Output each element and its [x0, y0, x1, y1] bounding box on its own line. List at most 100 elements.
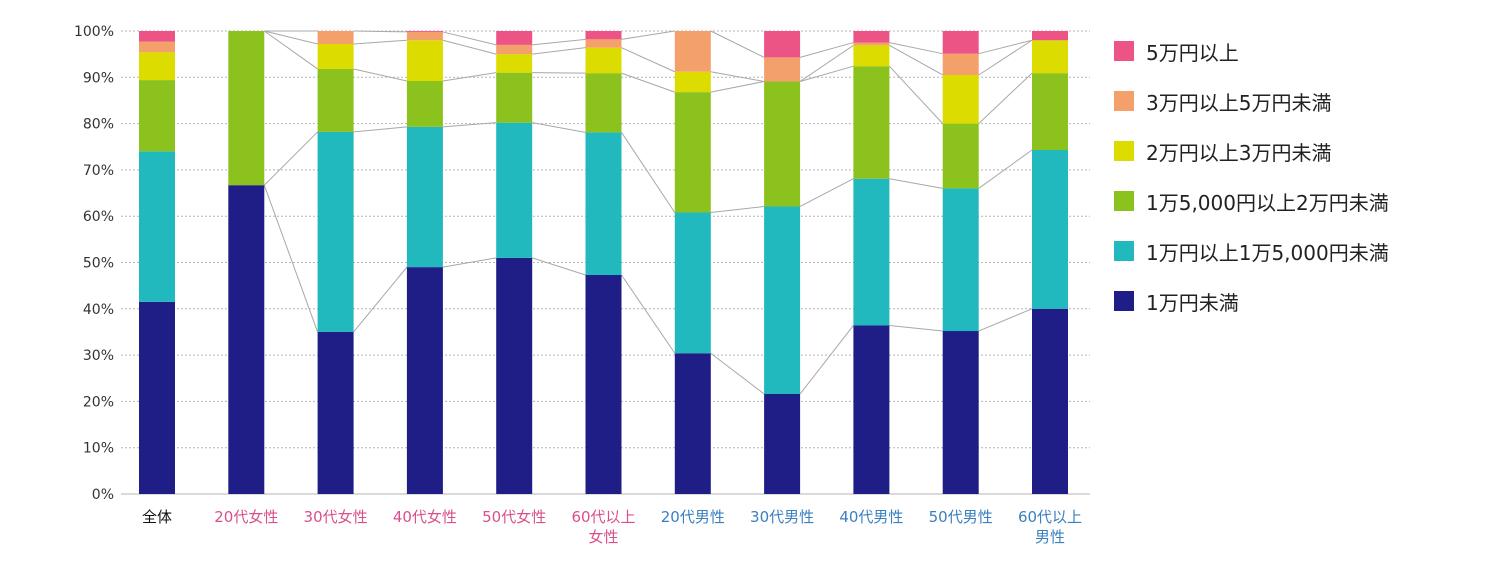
bar-segment — [317, 331, 354, 494]
connector-line — [264, 30, 318, 70]
bars — [139, 31, 1068, 494]
legend-item: 1万円以上1万5,000円未満 — [1114, 226, 1389, 276]
bar-segment — [853, 42, 890, 46]
bar-segment — [406, 126, 443, 268]
connector-line — [264, 30, 318, 45]
bar-segment — [764, 81, 801, 207]
bar-segment — [585, 47, 622, 74]
legend-label: 1万円以上1万5,000円未満 — [1146, 240, 1389, 265]
bar-segment — [585, 73, 622, 133]
bar-segment — [674, 92, 711, 213]
bar-segment — [585, 275, 622, 494]
bar-segment — [942, 53, 979, 75]
connector-line — [532, 257, 586, 276]
connector-line — [978, 308, 1033, 332]
legend-label: 5万円以上 — [1146, 40, 1239, 65]
legend-swatch — [1114, 41, 1134, 61]
connector-line — [532, 38, 586, 46]
connector-line — [799, 42, 854, 58]
x-tick-label: 男性 — [1035, 528, 1065, 546]
connector-line — [442, 72, 497, 82]
connector-line — [889, 178, 943, 189]
bar-segment — [317, 68, 354, 132]
bar-segment — [496, 54, 533, 73]
connector-line — [799, 178, 854, 207]
series-connector-lines — [263, 30, 1033, 395]
stacked-bar-chart: 0% 10% 20% 30% 40% 50% 60% 70% 80% 90% 100% 全体 20代女… — [74, 24, 1090, 546]
y-tick-label: 60% — [83, 209, 114, 225]
bar-segment — [942, 31, 979, 54]
bar-segment — [139, 41, 175, 53]
connector-line — [978, 72, 1033, 124]
bar-segment — [406, 31, 443, 41]
legend-label: 1万円未満 — [1146, 290, 1239, 315]
bar-segment — [139, 52, 175, 81]
bar-segment — [406, 81, 443, 127]
x-tick-label: 50代男性 — [929, 508, 993, 526]
connector-line — [621, 30, 675, 40]
bar-segment — [496, 44, 533, 55]
legend-item: 3万円以上5万円未満 — [1114, 76, 1389, 126]
connector-line — [621, 72, 675, 93]
bar-segment — [1032, 40, 1068, 74]
bar-segment — [942, 331, 979, 494]
bar-segment — [674, 212, 711, 354]
bar-segment — [853, 178, 890, 326]
connector-line — [532, 47, 586, 55]
bar-segment — [853, 45, 890, 67]
connector-line — [621, 132, 676, 213]
bar-segment — [853, 66, 890, 179]
bar-segment — [853, 31, 890, 43]
bar-segment — [317, 43, 354, 69]
bar-segment — [496, 257, 533, 494]
bar-segment — [1032, 73, 1068, 150]
y-tick-label: 20% — [83, 394, 114, 410]
connector-line — [978, 39, 1033, 76]
connector-line — [353, 68, 408, 82]
legend-swatch — [1114, 191, 1134, 211]
bar-segment — [406, 267, 443, 494]
connector-line — [710, 352, 765, 395]
legend-swatch — [1114, 141, 1134, 161]
x-tick-label: 60代以上 — [571, 508, 635, 526]
connector-line — [889, 42, 943, 55]
connector-line — [442, 122, 497, 128]
bar-segment — [406, 31, 443, 32]
y-tick-label: 10% — [83, 441, 114, 457]
x-tick-label: 女性 — [588, 528, 618, 546]
x-tick-label: 20代女性 — [214, 508, 278, 526]
bar-segment — [942, 123, 979, 189]
connector-line — [978, 39, 1033, 55]
bar-segment — [317, 131, 354, 332]
connector-line — [710, 30, 765, 58]
x-tick-label: 50代女性 — [482, 508, 546, 526]
connector-line — [889, 324, 943, 332]
legend: 5万円以上 3万円以上5万円未満 2万円以上3万円未満 1万5,000円以上2万円未満… — [1114, 26, 1389, 326]
bar-segment — [942, 74, 979, 124]
x-tick-label: 30代男性 — [750, 508, 814, 526]
connector-line — [532, 122, 586, 133]
y-tick-label: 80% — [83, 117, 114, 133]
connector-line — [799, 325, 854, 395]
connector-line — [710, 205, 765, 213]
bar-segment — [139, 151, 175, 302]
legend-item: 2万円以上3万円未満 — [1114, 126, 1389, 176]
y-tick-label: 0% — [92, 487, 114, 503]
y-tick-label: 40% — [83, 302, 114, 318]
connector-line — [263, 131, 318, 186]
connector-line — [889, 65, 944, 124]
bar-segment — [406, 40, 443, 82]
y-tick-label: 50% — [83, 256, 114, 272]
bar-segment — [139, 31, 175, 42]
connector-line — [799, 65, 854, 82]
connector-line — [710, 71, 765, 82]
legend-label: 2万円以上3万円未満 — [1146, 140, 1332, 165]
legend-swatch — [1114, 241, 1134, 261]
connector-line — [442, 39, 497, 55]
y-tick-label: 90% — [83, 70, 114, 86]
connector-line — [710, 80, 765, 93]
legend-item: 1万円未満 — [1114, 276, 1389, 326]
connector-line — [353, 39, 407, 45]
y-tick-label: 70% — [83, 163, 114, 179]
